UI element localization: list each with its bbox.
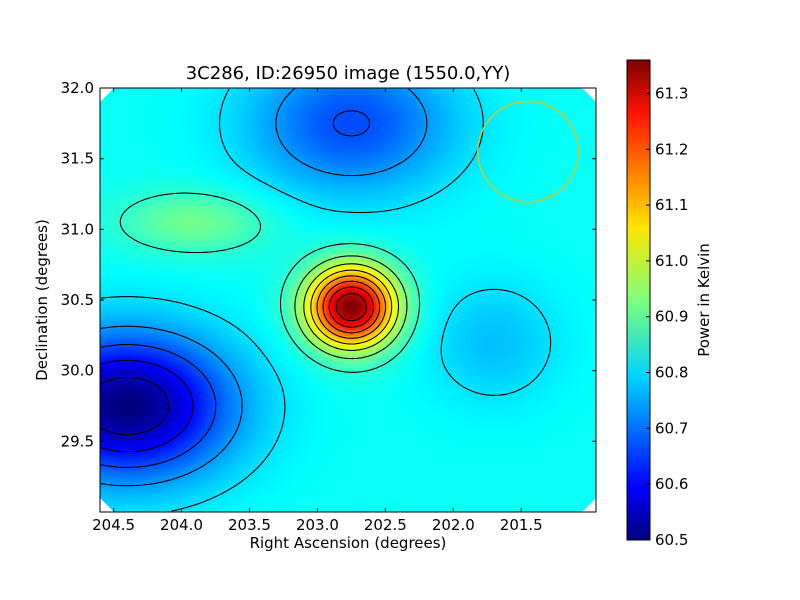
beam-circle — [477, 100, 580, 203]
annotations — [477, 100, 580, 203]
x-ticks: 204.5 204.0 203.5 203.0 202.5 202.0 201.5 — [92, 88, 543, 534]
contour-line — [335, 292, 367, 322]
contour-line — [322, 280, 381, 334]
y-tick-label: 32.0 — [61, 79, 94, 97]
y-tick-label: 30.0 — [61, 362, 94, 380]
x-axis-label: Right Ascension (degrees) — [250, 534, 447, 552]
colorbar-tick-label: 61.3 — [655, 84, 688, 102]
contour-line — [100, 359, 194, 453]
contour-line — [294, 255, 408, 360]
x-tick-label: 203.5 — [228, 516, 271, 534]
x-tick-label: 201.5 — [500, 516, 543, 534]
contour-line — [100, 88, 428, 487]
contour-line — [100, 110, 371, 468]
colorbar-label: Power in Kelvin — [695, 243, 713, 357]
y-tick-label: 31.0 — [61, 220, 94, 238]
contour-line — [119, 192, 421, 373]
x-tick-label: 204.0 — [160, 516, 203, 534]
y-ticks: 29.5 30.0 30.5 31.0 31.5 32.0 — [61, 79, 596, 450]
contour-line — [310, 269, 393, 345]
contour-line — [100, 376, 170, 436]
colorbar-tick-label: 61.1 — [655, 196, 688, 214]
colorbar-tick-label: 61.0 — [655, 252, 688, 270]
y-tick-label: 30.5 — [61, 291, 94, 309]
x-tick-label: 202.0 — [432, 516, 475, 534]
x-tick-label: 202.5 — [364, 516, 407, 534]
colorbar-tick-label: 60.9 — [655, 308, 688, 326]
chart-title: 3C286, ID:26950 image (1550.0,YY) — [186, 63, 511, 84]
colorbar-tick-label: 60.8 — [655, 364, 688, 382]
x-tick-label: 203.0 — [296, 516, 339, 534]
colorbar-gradient — [626, 59, 651, 541]
plot-area: 204.5 204.0 203.5 203.0 202.5 202.0 201.5 29.5… — [61, 79, 597, 534]
colorbar-ticks: 60.5 60.6 60.7 60.8 60.9 61.0 61.1 61.2 61.3 — [646, 84, 688, 549]
colorbar: 60.5 60.6 60.7 60.8 60.9 61.0 61.1 61.2 61.3 Pow… — [626, 59, 713, 549]
contour-line — [303, 263, 400, 351]
x-tick-label: 204.5 — [92, 516, 135, 534]
y-tick-label: 29.5 — [61, 432, 94, 450]
heatmap-image — [100, 88, 596, 512]
colorbar-tick-label: 60.5 — [655, 531, 688, 549]
colorbar-tick-label: 60.7 — [655, 419, 688, 437]
contour-line — [328, 286, 375, 328]
colorbar-tick-label: 60.6 — [655, 475, 688, 493]
y-axis-label: Declination (degrees) — [33, 219, 51, 381]
contour-line — [316, 275, 387, 339]
y-tick-label: 31.5 — [61, 150, 94, 168]
colorbar-tick-label: 61.2 — [655, 140, 688, 158]
